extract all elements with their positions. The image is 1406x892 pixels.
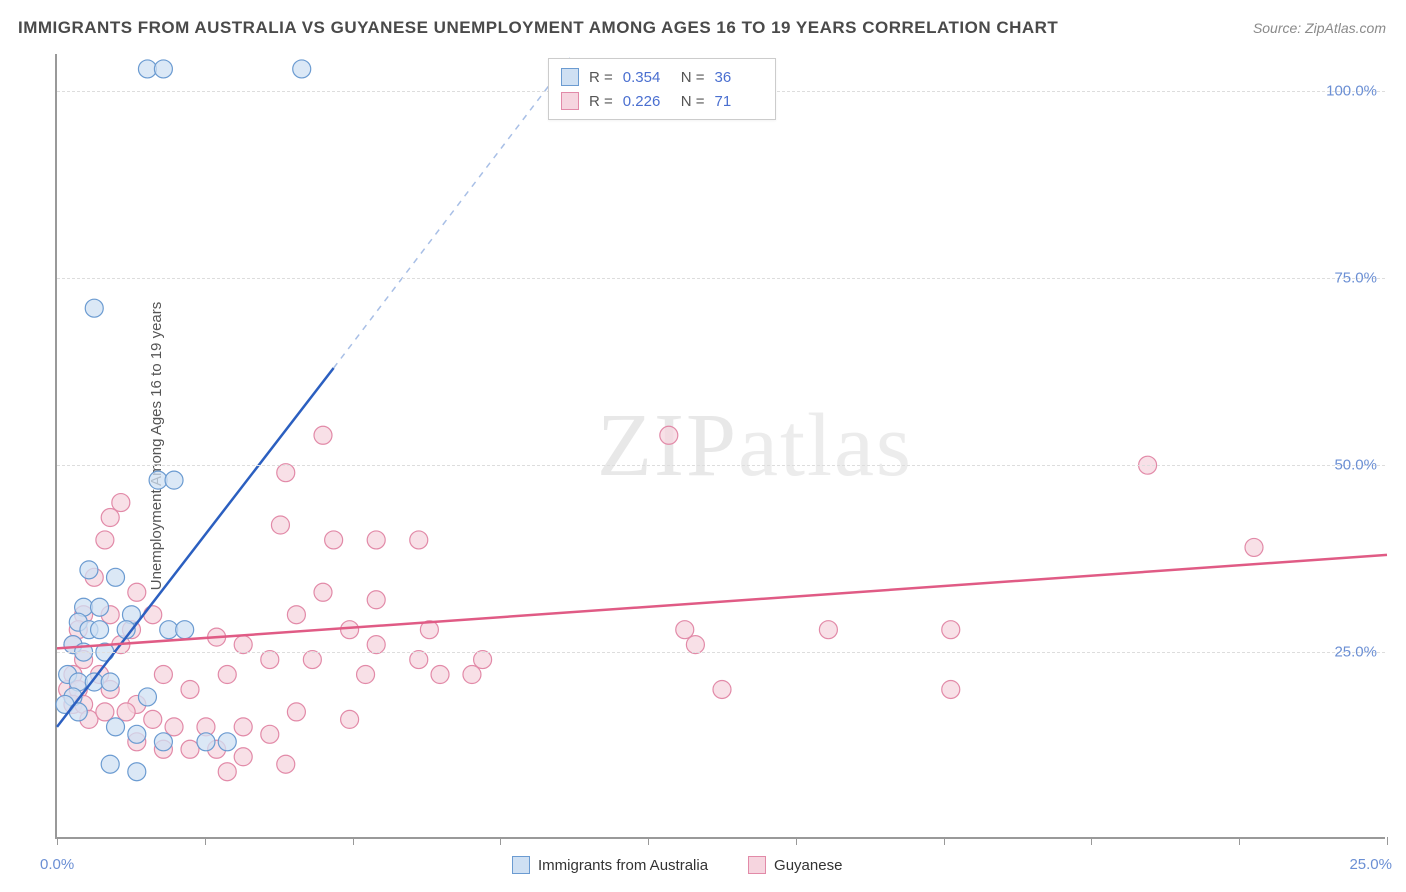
legend-n-label: N = — [681, 93, 705, 110]
legend-item-guyanese: Guyanese — [748, 856, 842, 874]
legend-label-guyanese: Guyanese — [774, 857, 842, 874]
series-legend: Immigrants from Australia Guyanese — [512, 856, 842, 874]
y-tick-label: 75.0% — [1334, 270, 1377, 287]
legend-r-label: R = — [589, 69, 613, 86]
x-tick — [796, 837, 797, 845]
chart-svg — [57, 54, 1385, 837]
legend-swatch-australia-b — [512, 856, 530, 874]
x-axis-max-label: 25.0% — [1349, 856, 1392, 873]
source-label: Source: ZipAtlas.com — [1253, 20, 1386, 36]
legend-r-guyanese: 0.226 — [623, 93, 671, 110]
legend-swatch-guyanese-b — [748, 856, 766, 874]
legend-row-guyanese: R = 0.226 N = 71 — [561, 89, 763, 113]
legend-row-australia: R = 0.354 N = 36 — [561, 65, 763, 89]
gridline — [57, 465, 1385, 466]
chart-title: IMMIGRANTS FROM AUSTRALIA VS GUYANESE UN… — [18, 18, 1058, 38]
x-tick — [205, 837, 206, 845]
x-tick — [1239, 837, 1240, 845]
plot-area: ZIPatlas 25.0%50.0%75.0%100.0% — [55, 54, 1385, 839]
x-axis-min-label: 0.0% — [40, 856, 74, 873]
x-tick — [1387, 837, 1388, 845]
y-tick-label: 25.0% — [1334, 644, 1377, 661]
legend-n-label: N = — [681, 69, 705, 86]
x-tick — [944, 837, 945, 845]
x-tick — [1091, 837, 1092, 845]
legend-n-australia: 36 — [715, 69, 763, 86]
gridline — [57, 278, 1385, 279]
legend-swatch-australia — [561, 68, 579, 86]
gridline — [57, 652, 1385, 653]
legend-item-australia: Immigrants from Australia — [512, 856, 708, 874]
legend-n-guyanese: 71 — [715, 93, 763, 110]
y-tick-label: 100.0% — [1326, 83, 1377, 100]
legend-label-australia: Immigrants from Australia — [538, 857, 708, 874]
legend-r-label: R = — [589, 93, 613, 110]
x-tick — [500, 837, 501, 845]
y-tick-label: 50.0% — [1334, 457, 1377, 474]
legend-r-australia: 0.354 — [623, 69, 671, 86]
correlation-legend: R = 0.354 N = 36 R = 0.226 N = 71 — [548, 58, 776, 120]
x-tick — [353, 837, 354, 845]
x-tick — [648, 837, 649, 845]
legend-swatch-guyanese — [561, 92, 579, 110]
x-tick — [57, 837, 58, 845]
